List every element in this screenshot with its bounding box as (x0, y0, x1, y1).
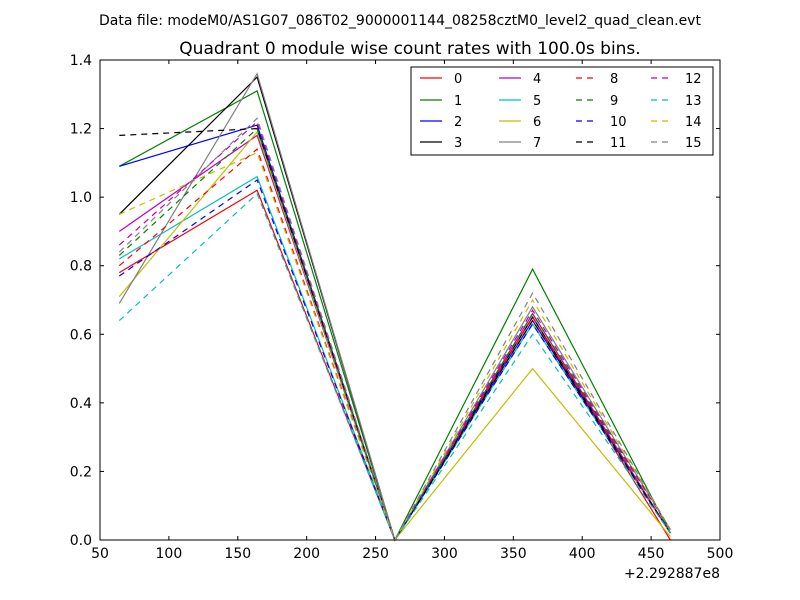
x-tick-label: 150 (224, 546, 251, 562)
y-tick-label: 0.2 (70, 464, 92, 480)
x-tick-label: 250 (362, 546, 389, 562)
series-line-15 (118, 117, 671, 542)
x-tick-label: 100 (156, 546, 183, 562)
series-line-10 (118, 179, 671, 542)
series-line-13 (118, 192, 671, 542)
y-tick-label: 0.0 (70, 533, 92, 549)
legend-label-5: 5 (533, 94, 541, 109)
x-tick-label: 50 (91, 546, 109, 562)
series-line-9 (118, 127, 671, 542)
y-tick-label: 1.4 (70, 53, 92, 69)
legend-label-11: 11 (610, 136, 627, 151)
series-line-11 (119, 127, 671, 542)
y-tick-label: 0.4 (70, 396, 92, 412)
x-tick-label: 400 (569, 546, 596, 562)
ticks-layer: 50 100 150 200 250 300 350 400 450 5000.00.20.40.… (70, 53, 734, 562)
y-tick-label: 1.2 (70, 122, 92, 138)
x-tick-label: 350 (500, 546, 527, 562)
x-tick-label: 200 (293, 546, 320, 562)
chart-title: Quadrant 0 module wise count rates with … (179, 39, 640, 59)
legend-label-15: 15 (685, 136, 702, 151)
y-tick-label: 0.8 (70, 259, 92, 275)
series-line-6 (118, 130, 671, 542)
plot-frame (99, 59, 721, 541)
legend-label-4: 4 (533, 72, 541, 87)
legend-label-10: 10 (610, 115, 627, 130)
series-line-4 (118, 134, 671, 542)
series-line-2 (119, 124, 671, 542)
legend-label-13: 13 (685, 94, 702, 109)
x-offset-label: +2.292887e8 (624, 566, 720, 582)
x-tick-label: 300 (431, 546, 458, 562)
legend-label-7: 7 (533, 136, 541, 151)
y-tick-label: 1.0 (70, 190, 92, 206)
y-tick-label: 0.6 (70, 327, 92, 343)
series-line-5 (118, 175, 671, 542)
legend-label-6: 6 (533, 115, 541, 130)
x-tick-label: 450 (638, 546, 665, 562)
series-line-1 (119, 90, 671, 542)
legend-label-3: 3 (454, 136, 462, 151)
x-tick-label: 500 (707, 546, 734, 562)
series-line-14 (119, 151, 671, 542)
series-line-0 (118, 189, 671, 542)
legend-label-14: 14 (685, 115, 702, 130)
legend-label-9: 9 (610, 94, 618, 109)
legend-label-2: 2 (454, 115, 462, 130)
series-line-12 (118, 120, 671, 542)
legend-label-12: 12 (685, 72, 702, 87)
legend-box (410, 66, 714, 156)
legend-label-0: 0 (454, 72, 462, 87)
legend-label-8: 8 (610, 72, 618, 87)
legend-label-1: 1 (454, 94, 462, 109)
chart-suptitle: Data file: modeM0/AS1G07_086T02_90000011… (99, 13, 701, 29)
series-line-8 (118, 148, 671, 542)
